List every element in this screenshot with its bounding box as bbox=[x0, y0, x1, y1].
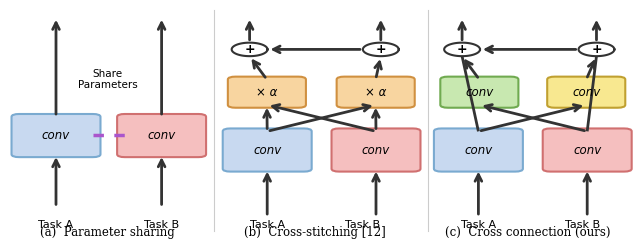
Text: × α: × α bbox=[256, 86, 278, 99]
Text: conv: conv bbox=[42, 129, 70, 142]
Text: Task B: Task B bbox=[346, 220, 380, 230]
FancyBboxPatch shape bbox=[12, 114, 100, 157]
Text: +: + bbox=[376, 43, 386, 56]
FancyBboxPatch shape bbox=[228, 77, 306, 108]
FancyBboxPatch shape bbox=[223, 128, 312, 172]
FancyBboxPatch shape bbox=[543, 128, 632, 172]
FancyBboxPatch shape bbox=[332, 128, 420, 172]
Text: Task B: Task B bbox=[565, 220, 600, 230]
Text: conv: conv bbox=[147, 129, 176, 142]
Text: +: + bbox=[457, 43, 467, 56]
Text: Task A: Task A bbox=[461, 220, 495, 230]
Text: Share
Parameters: Share Parameters bbox=[77, 69, 138, 90]
Text: conv: conv bbox=[253, 144, 282, 156]
Text: (a)  Parameter sharing: (a) Parameter sharing bbox=[40, 226, 175, 239]
FancyBboxPatch shape bbox=[337, 77, 415, 108]
FancyBboxPatch shape bbox=[547, 77, 625, 108]
Text: × α: × α bbox=[365, 86, 387, 99]
Text: (c)  Cross connection (ours): (c) Cross connection (ours) bbox=[445, 226, 611, 239]
Text: +: + bbox=[591, 43, 602, 56]
FancyBboxPatch shape bbox=[440, 77, 518, 108]
FancyBboxPatch shape bbox=[117, 114, 206, 157]
Text: +: + bbox=[244, 43, 255, 56]
Text: conv: conv bbox=[465, 86, 493, 99]
Text: conv: conv bbox=[362, 144, 390, 156]
Text: conv: conv bbox=[572, 86, 600, 99]
Text: Task B: Task B bbox=[144, 220, 179, 230]
FancyBboxPatch shape bbox=[434, 128, 523, 172]
Text: conv: conv bbox=[573, 144, 602, 156]
Text: (b)  Cross-stitching [12]: (b) Cross-stitching [12] bbox=[244, 226, 386, 239]
Text: Task A: Task A bbox=[38, 220, 74, 230]
Text: Task A: Task A bbox=[250, 220, 285, 230]
Text: conv: conv bbox=[464, 144, 493, 156]
